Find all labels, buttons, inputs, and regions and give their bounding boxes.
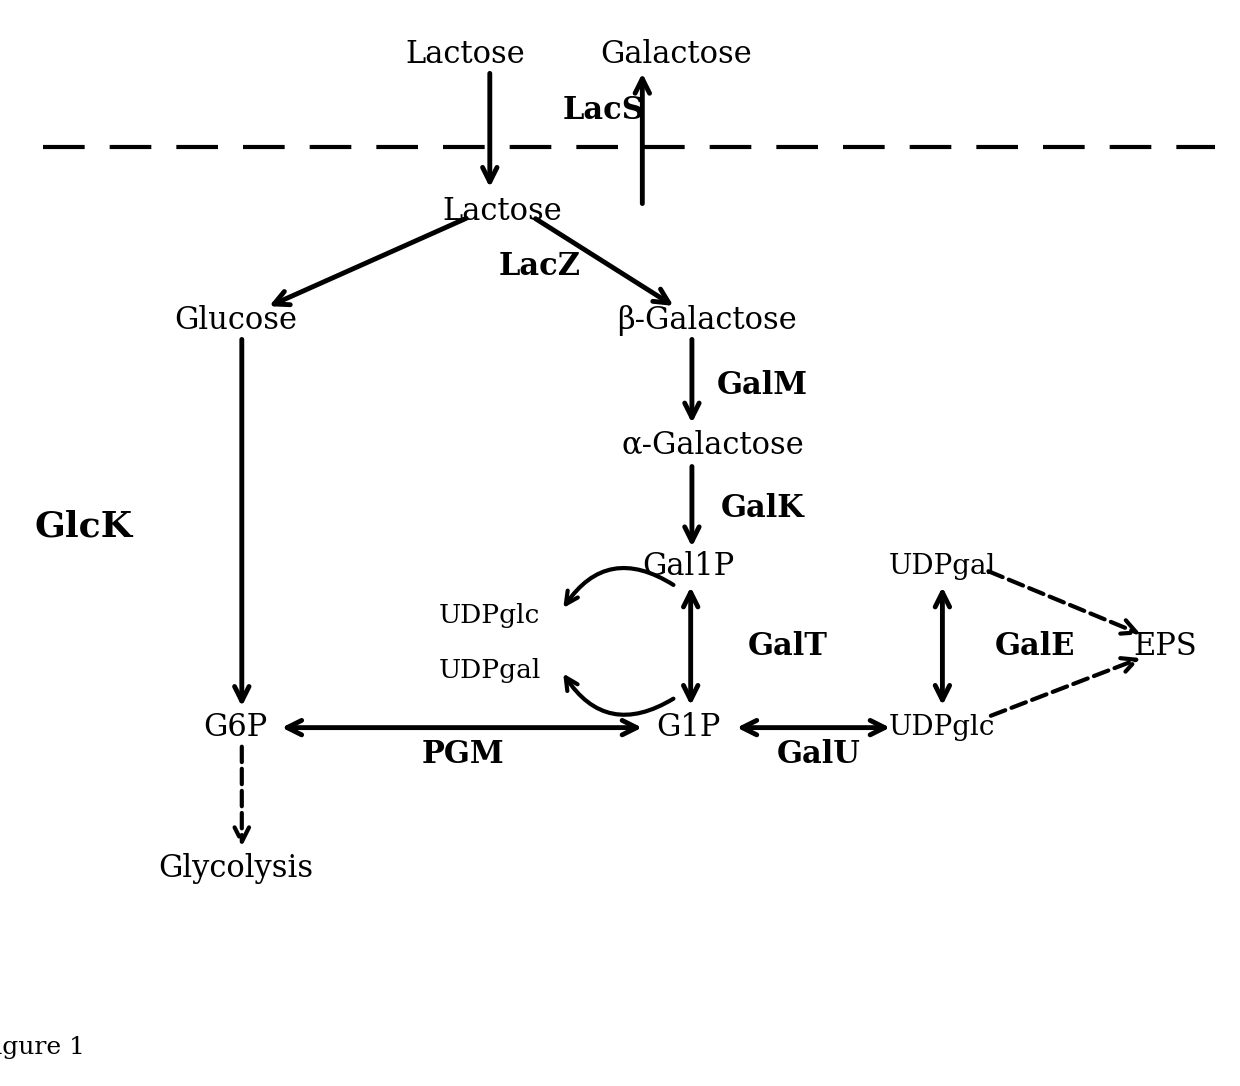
Text: Glycolysis: Glycolysis (157, 854, 314, 884)
Text: GalU: GalU (776, 740, 861, 770)
Text: UDPglc: UDPglc (439, 603, 541, 629)
Text: Lactose: Lactose (443, 197, 562, 227)
Text: PGM: PGM (422, 740, 503, 770)
Text: Glucose: Glucose (174, 305, 298, 336)
Text: GalK: GalK (720, 493, 805, 523)
Text: G1P: G1P (656, 712, 720, 743)
Text: Gal1P: Gal1P (642, 552, 734, 582)
Text: UDPglc: UDPglc (889, 715, 996, 741)
Text: LacZ: LacZ (498, 251, 580, 281)
Text: GalE: GalE (996, 631, 1075, 661)
Text: β-Galactose: β-Galactose (618, 305, 796, 336)
Text: GalT: GalT (748, 631, 827, 661)
Text: UDPgal: UDPgal (889, 554, 996, 580)
Text: GalM: GalM (717, 370, 808, 401)
Text: EPS: EPS (1133, 631, 1198, 661)
Text: α-Galactose: α-Galactose (621, 430, 805, 460)
Text: Figure 1: Figure 1 (0, 1036, 84, 1060)
Text: Lactose: Lactose (405, 39, 525, 70)
Text: GlcK: GlcK (33, 509, 133, 544)
Text: LacS: LacS (563, 96, 645, 126)
Text: Galactose: Galactose (600, 39, 751, 70)
Text: UDPgal: UDPgal (439, 657, 541, 683)
Text: G6P: G6P (203, 712, 268, 743)
